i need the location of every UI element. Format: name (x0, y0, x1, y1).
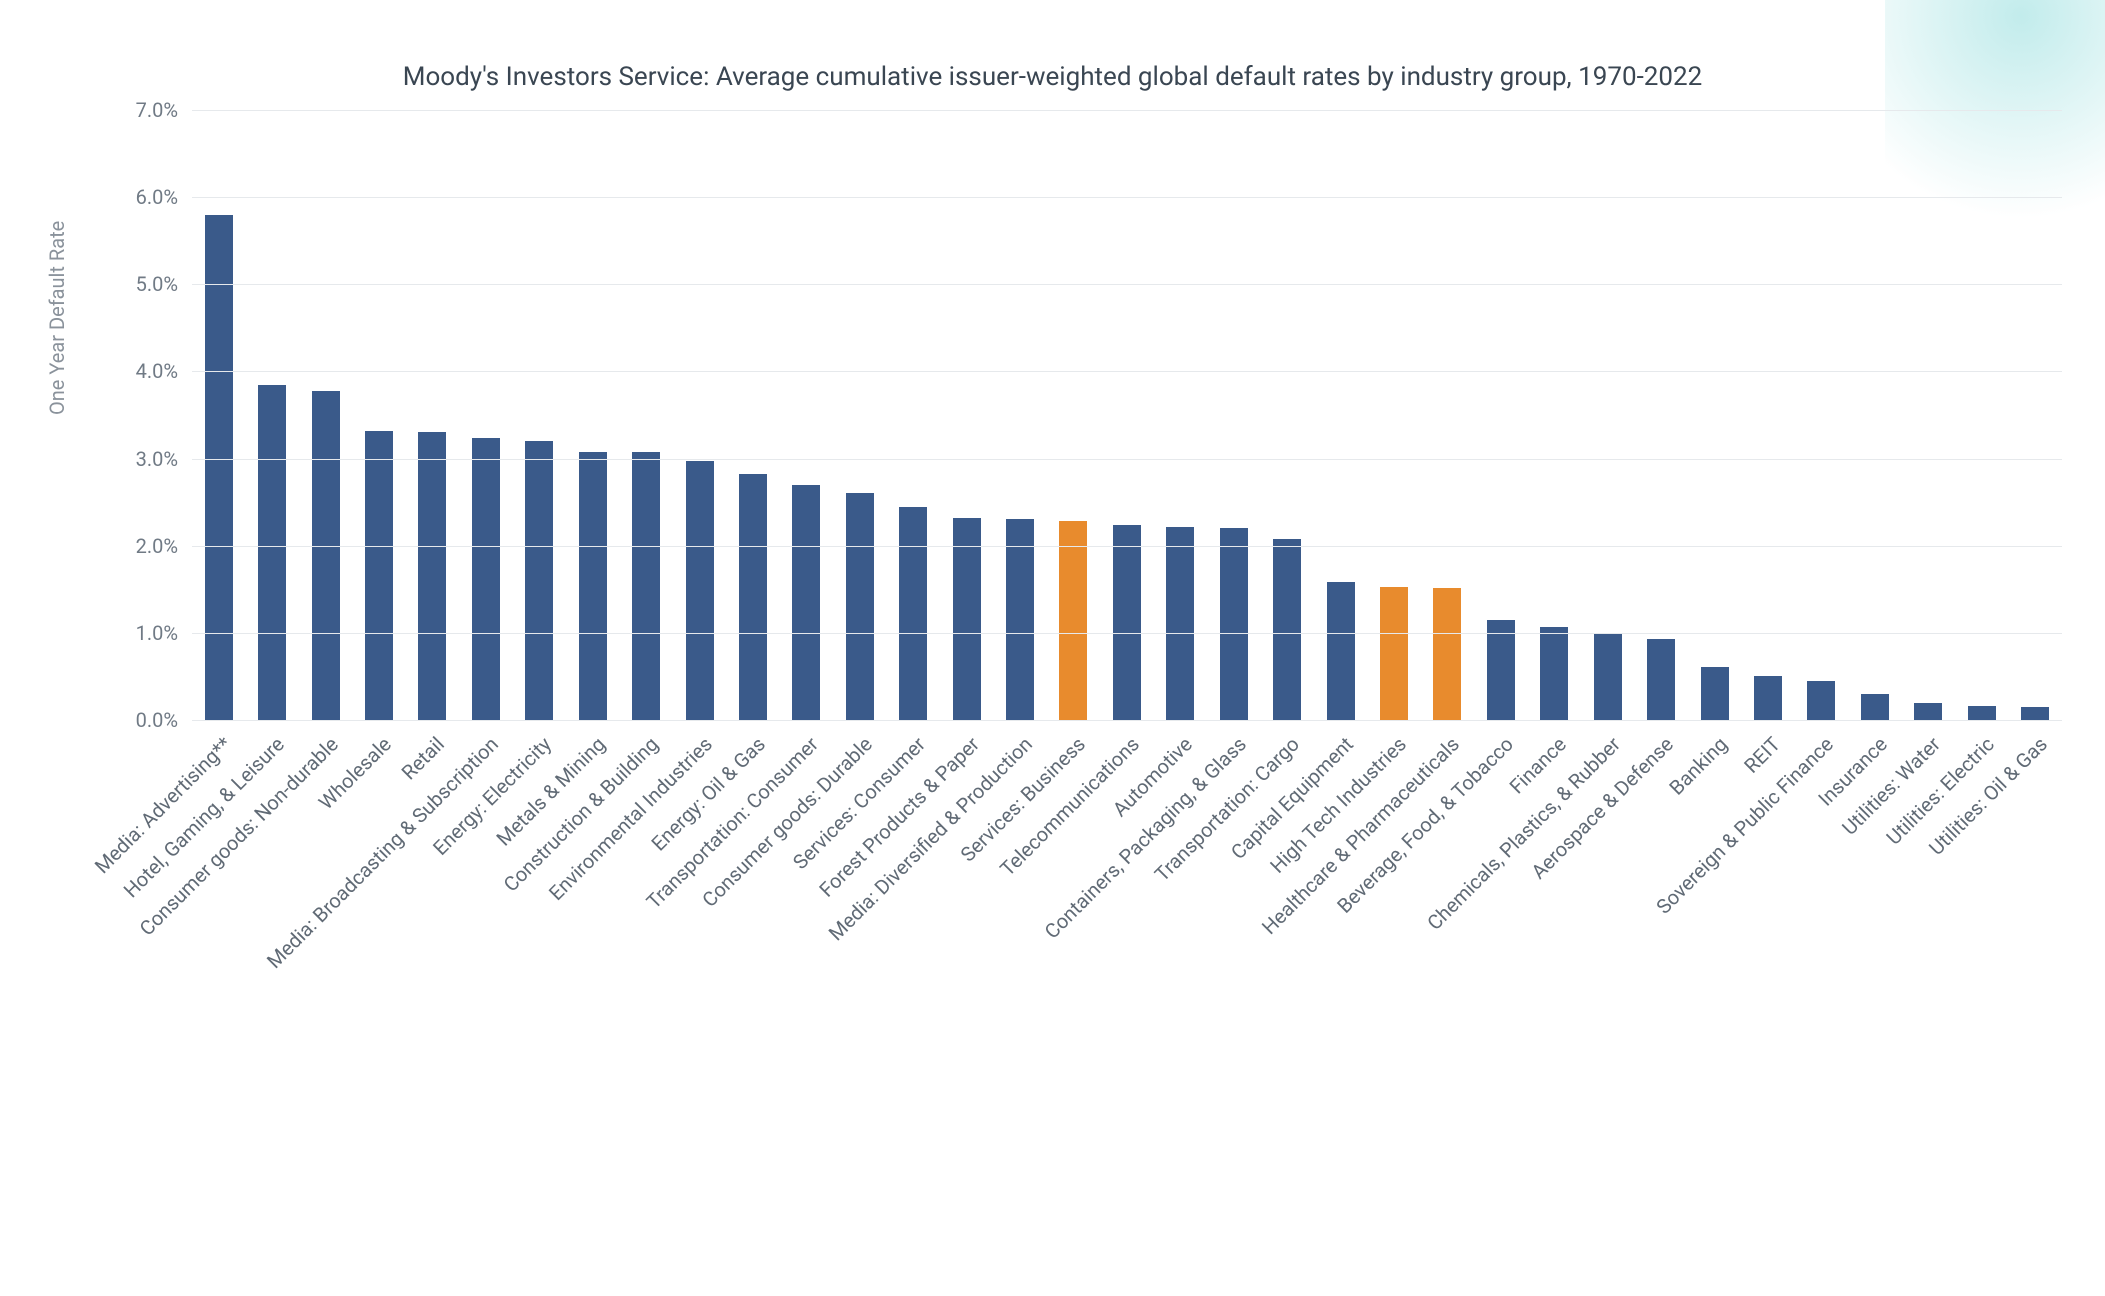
bar-slot (1154, 110, 1207, 720)
bar-slot (1848, 110, 1901, 720)
bar (1807, 681, 1835, 720)
bar-slot (2008, 110, 2061, 720)
bar (312, 391, 340, 720)
bar (525, 441, 553, 720)
bar (1914, 703, 1942, 720)
bar (739, 474, 767, 720)
plot-area: 0.0%1.0%2.0%3.0%4.0%5.0%6.0%7.0% (192, 110, 2062, 720)
bar-slot (673, 110, 726, 720)
bar-slot (513, 110, 566, 720)
bar-slot (299, 110, 352, 720)
bar (1380, 587, 1408, 720)
gridline (192, 459, 2062, 460)
bar-slot (1100, 110, 1153, 720)
bar (365, 431, 393, 720)
x-label-slot: Utilities: Oil & Gas (2008, 720, 2061, 1120)
bar-slot (1207, 110, 1260, 720)
gridline (192, 371, 2062, 372)
bar (686, 461, 714, 720)
x-axis-labels: Media: Advertising**Hotel, Gaming, & Lei… (192, 720, 2062, 1120)
bar-slot (940, 110, 993, 720)
bar-slot (1047, 110, 1100, 720)
bar (1540, 627, 1568, 720)
bar (1754, 676, 1782, 720)
y-tick-label: 4.0% (136, 359, 178, 383)
bar-slot (1795, 110, 1848, 720)
bar (1006, 519, 1034, 720)
bar-slot (726, 110, 779, 720)
x-tick-label: REIT (1739, 732, 1785, 778)
y-tick-label: 0.0% (136, 708, 178, 732)
bar (472, 438, 500, 720)
bar (1059, 521, 1087, 720)
gridline (192, 546, 2062, 547)
bar (792, 485, 820, 720)
bar (1594, 634, 1622, 720)
y-tick-label: 6.0% (136, 185, 178, 209)
bar (1487, 620, 1515, 720)
bar (1220, 528, 1248, 720)
bars-group (192, 110, 2062, 720)
bar-slot (886, 110, 939, 720)
y-tick-label: 5.0% (136, 272, 178, 296)
bar-slot (192, 110, 245, 720)
bar (1701, 667, 1729, 720)
bar-slot (1314, 110, 1367, 720)
bar (1647, 639, 1675, 720)
bar (418, 432, 446, 720)
bar (1166, 527, 1194, 720)
bar (632, 452, 660, 720)
bar-slot (780, 110, 833, 720)
bar-slot (993, 110, 1046, 720)
bar-slot (1902, 110, 1955, 720)
gridline (192, 197, 2062, 198)
bar (1433, 588, 1461, 720)
bar-slot (406, 110, 459, 720)
bar (1968, 706, 1996, 720)
y-tick-label: 3.0% (136, 447, 178, 471)
bar-slot (1528, 110, 1581, 720)
bar (846, 493, 874, 720)
y-tick-label: 1.0% (136, 621, 178, 645)
bar (258, 385, 286, 721)
bar-slot (619, 110, 672, 720)
bar-slot (566, 110, 619, 720)
bar-slot (1688, 110, 1741, 720)
bar-slot (1955, 110, 2008, 720)
bar (1861, 694, 1889, 720)
bar (205, 215, 233, 720)
x-label-slot: Wholesale (352, 720, 405, 1120)
bar-slot (1260, 110, 1313, 720)
bar-slot (1581, 110, 1634, 720)
bar-slot (1474, 110, 1527, 720)
bar-slot (1741, 110, 1794, 720)
bar-slot (352, 110, 405, 720)
x-label-slot: Banking (1688, 720, 1741, 1120)
y-tick-label: 7.0% (136, 98, 178, 122)
bar-slot (245, 110, 298, 720)
gridline (192, 110, 2062, 111)
y-tick-label: 2.0% (136, 534, 178, 558)
chart-title: Moody's Investors Service: Average cumul… (0, 62, 2105, 92)
bar-slot (459, 110, 512, 720)
bar (1273, 539, 1301, 720)
bar (579, 452, 607, 720)
bar (1327, 582, 1355, 720)
bar-slot (1421, 110, 1474, 720)
bar-slot (833, 110, 886, 720)
bar (1113, 525, 1141, 720)
bar (899, 507, 927, 721)
bar-slot (1367, 110, 1420, 720)
bar (953, 518, 981, 720)
bar (2021, 707, 2049, 720)
y-axis-label: One Year Default Rate (45, 221, 69, 415)
bar-slot (1634, 110, 1687, 720)
chart-container: Moody's Investors Service: Average cumul… (0, 0, 2105, 1296)
gridline (192, 633, 2062, 634)
gridline (192, 284, 2062, 285)
